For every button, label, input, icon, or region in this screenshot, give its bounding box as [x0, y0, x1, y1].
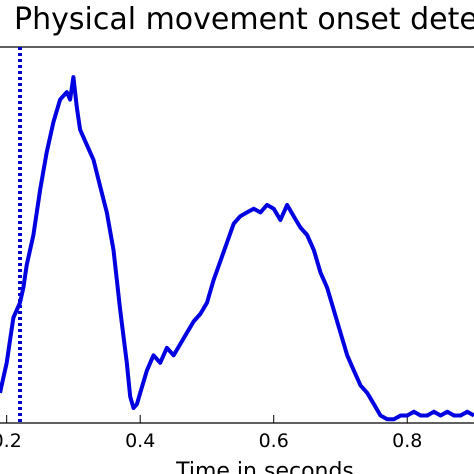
series-line [0, 75, 474, 422]
x-tick-label: 0.8 [392, 430, 422, 452]
x-tick-label: 0.4 [125, 430, 155, 452]
chart-title: Physical movement onset detec [14, 2, 474, 37]
x-axis-ticks: 0.2 0.4 0.6 0.8 [0, 415, 422, 452]
x-tick-label: 0.6 [259, 430, 289, 452]
x-axis-label: Time in seconds [175, 459, 354, 474]
x-tick-label: 0.2 [0, 430, 22, 452]
